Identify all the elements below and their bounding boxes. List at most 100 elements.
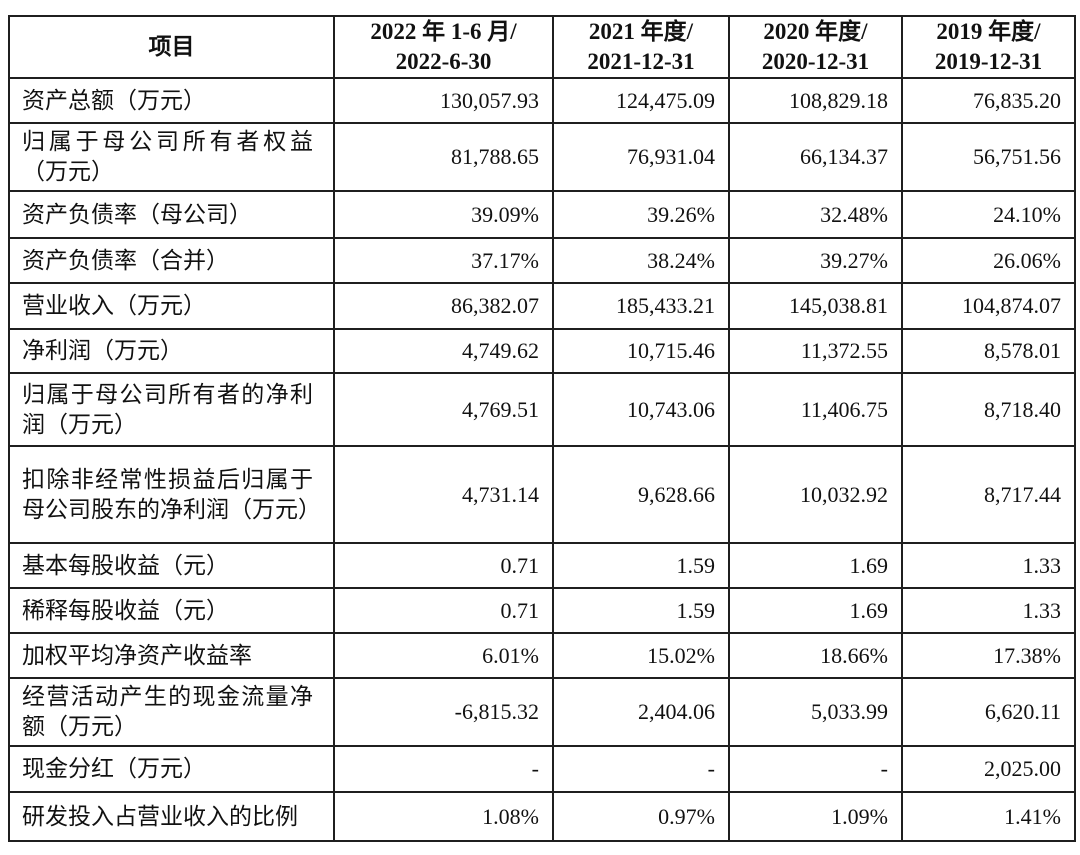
- table-row: 加权平均净资产收益率 6.01% 15.02% 18.66% 17.38%: [8, 632, 1076, 679]
- value-cell: -: [552, 745, 730, 793]
- value-cell: 6.01%: [333, 632, 554, 679]
- header-line1: 2019 年度/: [936, 19, 1041, 44]
- value-cell: 8,718.40: [901, 372, 1076, 447]
- table-row: 稀释每股收益（元） 0.71 1.59 1.69 1.33: [8, 587, 1076, 634]
- row-label: 净利润（万元）: [8, 328, 335, 374]
- value-cell: 10,743.06: [552, 372, 730, 447]
- value-cell: 0.71: [333, 542, 554, 589]
- value-cell: 0.71: [333, 587, 554, 634]
- value-cell: 1.41%: [901, 791, 1076, 842]
- table-row: 扣除非经常性损益后归属于母公司股东的净利润（万元） 4,731.14 9,628.6…: [8, 445, 1076, 544]
- value-cell: 1.59: [552, 542, 730, 589]
- value-cell: 26.06%: [901, 237, 1076, 284]
- value-cell: 4,749.62: [333, 328, 554, 374]
- value-cell: 66,134.37: [728, 122, 903, 192]
- value-cell: 11,372.55: [728, 328, 903, 374]
- header-line2: 2020-12-31: [761, 49, 870, 74]
- value-cell: -6,815.32: [333, 677, 554, 747]
- value-cell: 4,731.14: [333, 445, 554, 544]
- table-row: 现金分红（万元） - - -2,025.00: [8, 745, 1076, 793]
- value-cell: 32.48%: [728, 190, 903, 239]
- table-row: 资产负债率（合并） 37.17% 38.24% 39.27% 26.06%: [8, 237, 1076, 284]
- table-body: 资产总额（万元） 130,057.93 124,475.09 108,829.18 76…: [8, 77, 1076, 842]
- value-cell: 145,038.81: [728, 282, 903, 330]
- value-cell: 185,433.21: [552, 282, 730, 330]
- table-row: 经营活动产生的现金流量净额（万元） -6,815.32 2,404.06 5,033.…: [8, 677, 1076, 747]
- value-cell: 24.10%: [901, 190, 1076, 239]
- value-cell: -: [728, 745, 903, 793]
- header-line2: 2021-12-31: [587, 49, 695, 74]
- value-cell: 76,835.20: [901, 77, 1076, 124]
- value-cell: 1.69: [728, 542, 903, 589]
- value-cell: 1.69: [728, 587, 903, 634]
- header-line1: 2022 年 1-6 月/: [370, 19, 517, 44]
- header-cell-item: 项目: [8, 15, 335, 79]
- value-cell: 1.59: [552, 587, 730, 634]
- value-cell: 81,788.65: [333, 122, 554, 192]
- value-cell: -: [333, 745, 554, 793]
- value-cell: 1.33: [901, 542, 1076, 589]
- table-row: 营业收入（万元） 86,382.07 185,433.21 145,038.81 104…: [8, 282, 1076, 330]
- value-cell: 39.09%: [333, 190, 554, 239]
- row-label: 研发投入占营业收入的比例: [8, 791, 335, 842]
- row-label: 归属于母公司所有者权益（万元）: [8, 122, 335, 192]
- table-row: 归属于母公司所有者权益（万元） 81,788.65 76,931.04 66,134.…: [8, 122, 1076, 192]
- value-cell: 9,628.66: [552, 445, 730, 544]
- value-cell: 8,578.01: [901, 328, 1076, 374]
- value-cell: 1.09%: [728, 791, 903, 842]
- row-label: 稀释每股收益（元）: [8, 587, 335, 634]
- value-cell: 0.97%: [552, 791, 730, 842]
- header-cell-2019: 2019 年度/ 2019-12-31: [901, 15, 1076, 79]
- value-cell: 6,620.11: [901, 677, 1076, 747]
- value-cell: 10,032.92: [728, 445, 903, 544]
- value-cell: 18.66%: [728, 632, 903, 679]
- value-cell: 124,475.09: [552, 77, 730, 124]
- value-cell: 17.38%: [901, 632, 1076, 679]
- value-cell: 39.26%: [552, 190, 730, 239]
- table-row: 研发投入占营业收入的比例 1.08% 0.97% 1.09% 1.41%: [8, 791, 1076, 842]
- row-label: 营业收入（万元）: [8, 282, 335, 330]
- row-label: 资产负债率（母公司）: [8, 190, 335, 239]
- table-row: 资产总额（万元） 130,057.93 124,475.09 108,829.18 76…: [8, 77, 1076, 124]
- header-line1: 2020 年度/: [763, 19, 868, 44]
- header-line1: 2021 年度/: [588, 19, 694, 44]
- value-cell: 1.08%: [333, 791, 554, 842]
- table-row: 资产负债率（母公司） 39.09% 39.26% 32.48% 24.10%: [8, 190, 1076, 239]
- row-label: 扣除非经常性损益后归属于母公司股东的净利润（万元）: [8, 445, 335, 544]
- value-cell: 2,025.00: [901, 745, 1076, 793]
- table-row: 归属于母公司所有者的净利润（万元） 4,769.51 10,743.06 11,406…: [8, 372, 1076, 447]
- financial-summary-table: 项目 2022 年 1-6 月/ 2022-6-30 2021 年度/ 2021…: [8, 15, 1076, 842]
- value-cell: 5,033.99: [728, 677, 903, 747]
- value-cell: 11,406.75: [728, 372, 903, 447]
- row-label: 经营活动产生的现金流量净额（万元）: [8, 677, 335, 747]
- table-row: 基本每股收益（元） 0.71 1.59 1.69 1.33: [8, 542, 1076, 589]
- header-line2: 2022-6-30: [395, 49, 492, 74]
- value-cell: 10,715.46: [552, 328, 730, 374]
- row-label: 基本每股收益（元）: [8, 542, 335, 589]
- value-cell: 130,057.93: [333, 77, 554, 124]
- value-cell: 86,382.07: [333, 282, 554, 330]
- table-row: 净利润（万元） 4,749.62 10,715.46 11,372.55 8,578.0…: [8, 328, 1076, 374]
- value-cell: 104,874.07: [901, 282, 1076, 330]
- header-cell-2021: 2021 年度/ 2021-12-31: [552, 15, 730, 79]
- value-cell: 56,751.56: [901, 122, 1076, 192]
- value-cell: 37.17%: [333, 237, 554, 284]
- value-cell: 4,769.51: [333, 372, 554, 447]
- header-line1: 项目: [148, 34, 195, 59]
- value-cell: 108,829.18: [728, 77, 903, 124]
- row-label: 加权平均净资产收益率: [8, 632, 335, 679]
- header-line2: 2019-12-31: [934, 49, 1043, 74]
- header-cell-2022: 2022 年 1-6 月/ 2022-6-30: [333, 15, 554, 79]
- row-label: 归属于母公司所有者的净利润（万元）: [8, 372, 335, 447]
- row-label: 资产负债率（合并）: [8, 237, 335, 284]
- value-cell: 15.02%: [552, 632, 730, 679]
- value-cell: 39.27%: [728, 237, 903, 284]
- value-cell: 38.24%: [552, 237, 730, 284]
- value-cell: 76,931.04: [552, 122, 730, 192]
- value-cell: 8,717.44: [901, 445, 1076, 544]
- header-row: 项目 2022 年 1-6 月/ 2022-6-30 2021 年度/ 2021…: [8, 15, 1076, 79]
- value-cell: 2,404.06: [552, 677, 730, 747]
- header-cell-2020: 2020 年度/ 2020-12-31: [728, 15, 903, 79]
- value-cell: 1.33: [901, 587, 1076, 634]
- row-label: 现金分红（万元）: [8, 745, 335, 793]
